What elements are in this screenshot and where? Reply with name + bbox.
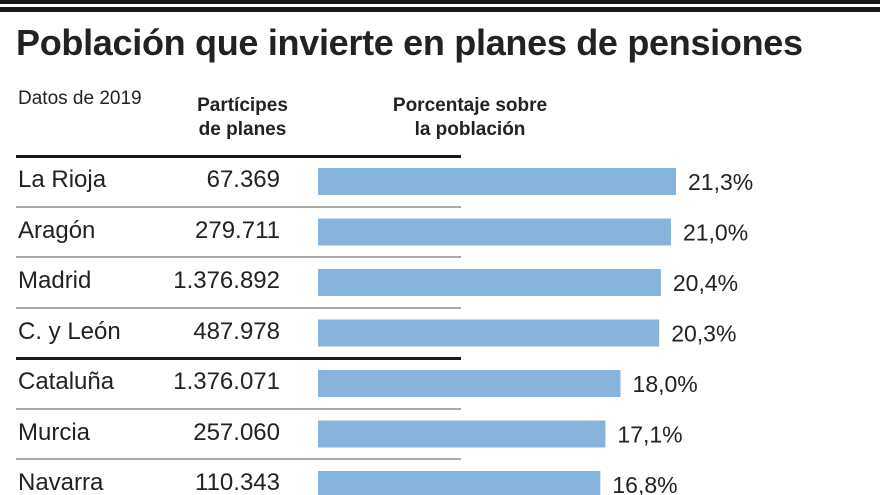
participes-value: 1.376.892 bbox=[173, 267, 280, 294]
row-divider bbox=[16, 306, 461, 309]
bar-value-label: 16,8% bbox=[612, 472, 677, 495]
row-divider bbox=[16, 458, 461, 460]
chart-title: Población que invierte en planes de pens… bbox=[16, 22, 803, 63]
bar bbox=[318, 319, 660, 347]
bar-value-label: 18,0% bbox=[633, 371, 698, 397]
bar-value-label: 20,4% bbox=[673, 270, 738, 296]
participes-value: 67.369 bbox=[206, 166, 280, 193]
top-rule bbox=[0, 0, 880, 12]
bar-value-label: 17,1% bbox=[617, 422, 682, 448]
column-header-porcentaje: Porcentaje sobre la población bbox=[370, 94, 570, 142]
participes-value: 1.376.071 bbox=[173, 368, 280, 395]
column-header-participes-line2: de planes bbox=[198, 119, 287, 140]
participes-value: 279.711 bbox=[195, 216, 280, 244]
participes-value: 257.060 bbox=[193, 418, 280, 446]
row-divider bbox=[16, 256, 461, 258]
region-label: C. y León bbox=[18, 317, 121, 345]
bar bbox=[318, 218, 671, 246]
bar bbox=[318, 370, 621, 397]
region-label: Murcia bbox=[18, 418, 91, 446]
column-header-participes: Partícipes de planes bbox=[180, 94, 305, 142]
row-divider bbox=[16, 357, 461, 360]
region-label: Madrid bbox=[18, 267, 92, 294]
region-label: Aragón bbox=[18, 216, 96, 244]
region-label: Navarra bbox=[18, 469, 104, 495]
participes-value: 487.978 bbox=[193, 317, 280, 345]
bar bbox=[318, 471, 601, 495]
column-header-participes-line1: Partícipes bbox=[197, 95, 288, 116]
region-label: Cataluña bbox=[18, 368, 115, 395]
row-divider bbox=[16, 407, 461, 410]
bar bbox=[318, 420, 606, 448]
bar-value-label: 21,3% bbox=[688, 169, 753, 195]
row-divider bbox=[16, 205, 461, 208]
bar-value-label: 20,3% bbox=[671, 321, 736, 347]
row-divider bbox=[16, 155, 461, 158]
column-header-porcentaje-line1: Porcentaje sobre bbox=[392, 95, 548, 116]
column-header-porcentaje-line2: la población bbox=[414, 119, 526, 140]
chart-subheading: Datos de 2019 bbox=[18, 88, 142, 109]
participes-value: 110.343 bbox=[195, 469, 280, 495]
region-label: La Rioja bbox=[18, 166, 107, 193]
bar bbox=[318, 269, 661, 296]
bar bbox=[318, 168, 676, 195]
bar-value-label: 21,0% bbox=[683, 220, 748, 246]
